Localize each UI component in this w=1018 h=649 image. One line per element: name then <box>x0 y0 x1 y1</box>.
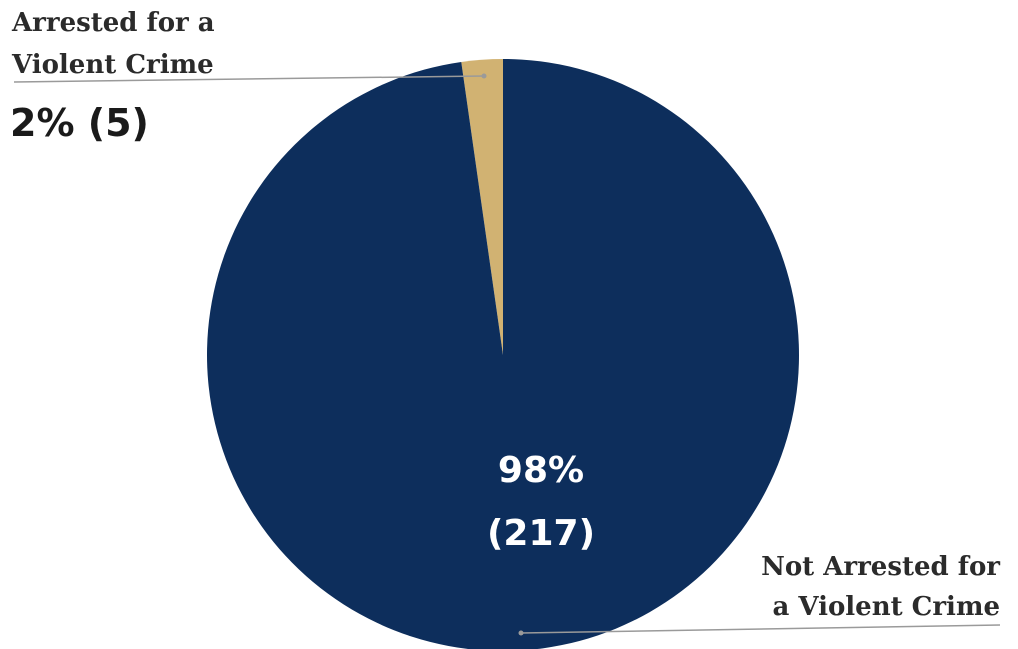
label-not-arrested-line2: a Violent Crime <box>772 592 1000 622</box>
label-arrested-line2: Violent Crime <box>11 50 214 80</box>
leader-dot-not-arrested <box>518 630 524 636</box>
count-label-not-arrested: (217) <box>487 513 595 554</box>
label-arrested-line1: Arrested for a <box>11 8 215 38</box>
percent-label-not-arrested: 98% <box>498 450 584 491</box>
leader-line-arrested <box>13 75 485 83</box>
slice-arrested <box>461 59 503 355</box>
slice-not-arrested <box>207 59 799 649</box>
pie-slices <box>207 59 799 649</box>
leader-dot-arrested <box>481 73 487 79</box>
label-not-arrested-line1: Not Arrested for <box>761 552 1000 582</box>
percent-label-arrested: 2% (5) <box>10 101 149 145</box>
leader-line-not-arrested <box>520 624 1001 634</box>
